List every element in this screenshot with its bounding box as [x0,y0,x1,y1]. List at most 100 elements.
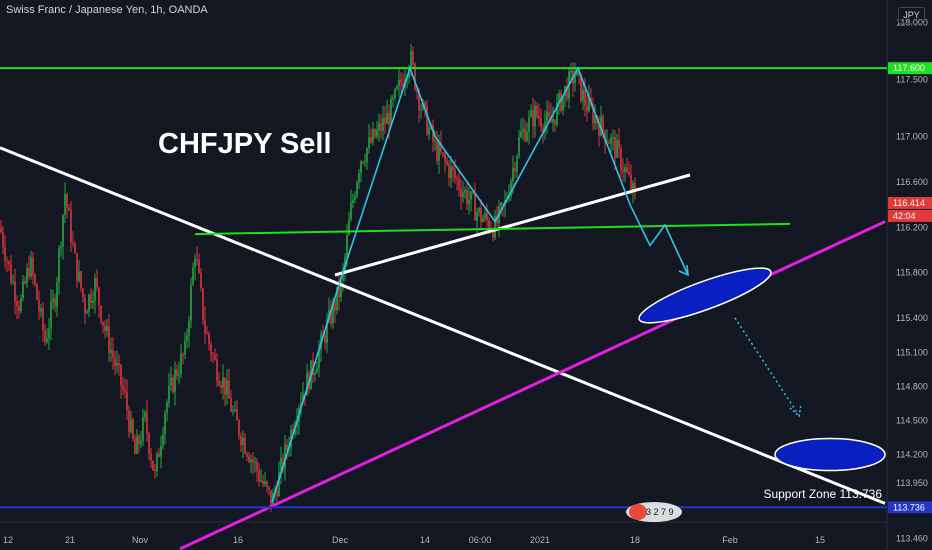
candle-body [444,153,446,161]
candle-body [414,63,416,89]
candle-body [206,333,208,335]
candle-body [474,193,476,221]
candle-body [548,111,550,117]
candle-body [52,298,54,302]
x-tick-label: 14 [420,535,430,545]
candle-body [350,203,352,220]
price-tag-label: 116.414 [893,198,925,208]
candle-body [116,363,118,366]
y-tick-label: 113.460 [896,534,928,544]
candle-body [594,116,596,124]
candle-body [28,268,30,277]
price-tag-box [888,62,932,75]
currency-badge[interactable]: JPY [898,7,925,24]
candle-body [256,461,258,472]
candle-body [62,215,64,247]
candle-body [442,152,444,154]
candle-body [198,259,200,273]
candle-body [70,210,72,243]
candle-body [608,142,610,144]
candle-body [176,369,178,377]
candle-body [36,284,38,300]
candle-body [174,369,176,393]
candle-body [560,92,562,111]
candle-body [64,194,66,216]
candle-body [158,453,160,457]
candle-body [132,419,134,439]
candle-body [388,113,390,126]
candle-body [194,258,196,268]
candle-body [352,199,354,204]
candle-body [336,287,338,311]
candle-body [494,215,496,238]
candle-body [150,453,152,461]
candle-body [172,377,174,393]
candle-body [154,470,156,472]
candle-body [6,260,8,262]
candle-body [598,123,600,136]
candle-body [360,161,362,174]
candle-body [516,156,518,172]
candle-body [552,119,554,123]
candle-body [74,243,76,254]
candle-body [556,102,558,125]
candle-body [14,281,16,302]
price-tag-label: 113.736 [893,502,925,512]
candle-body [580,74,582,101]
candle-body [330,309,332,324]
candle-body [210,344,212,355]
candle-body [396,86,398,89]
candle-body [576,70,578,76]
candle-body [582,89,584,101]
candle-body [146,412,148,434]
candle-body [48,328,50,339]
candle-body [80,271,82,289]
candle-body [60,246,62,249]
candle-body [72,242,74,244]
candle-body [412,51,414,64]
candle-body [382,117,384,131]
candle-body [252,459,254,463]
x-tick-label: Dec [332,535,349,545]
candle-body [346,235,348,257]
candle-body [276,491,278,496]
green-trendline [194,222,791,236]
chart-title: CHFJPY Sell [158,128,332,160]
candle-body [522,128,524,132]
y-tick-label: 116.600 [896,177,928,187]
candle-body [426,105,428,135]
candle-body [90,294,92,303]
x-tick-label: 18 [630,535,640,545]
candle-body [240,435,242,446]
candle-body [22,281,24,298]
candle-body [584,89,586,107]
target-zone-ellipse [774,437,886,472]
candle-body [40,308,42,312]
candle-body [68,207,70,211]
candle-body [478,207,480,213]
candle-body [592,105,594,124]
candle-body [152,460,154,471]
candle-body [530,110,532,117]
candle-body [168,385,170,403]
candle-body [622,170,624,172]
candle-body [124,389,126,392]
y-tick-label: 113.950 [896,478,928,488]
candle-body [380,123,382,131]
candle-body [106,326,108,332]
candle-body [502,203,504,205]
candle-body [524,128,526,141]
candle-body [144,412,146,418]
candle-body [8,261,10,265]
candle-body [542,127,544,132]
cyan-arrowhead [678,264,689,277]
candle-body [224,377,226,395]
candle-body [532,110,534,127]
candle-body [262,480,264,485]
symbol-title[interactable]: Swiss Franc / Japanese Yen, 1h, OANDA [6,4,208,16]
candle-body [446,160,448,165]
candle-body [78,271,80,281]
candle-body [314,373,316,376]
candle-body [234,409,236,411]
